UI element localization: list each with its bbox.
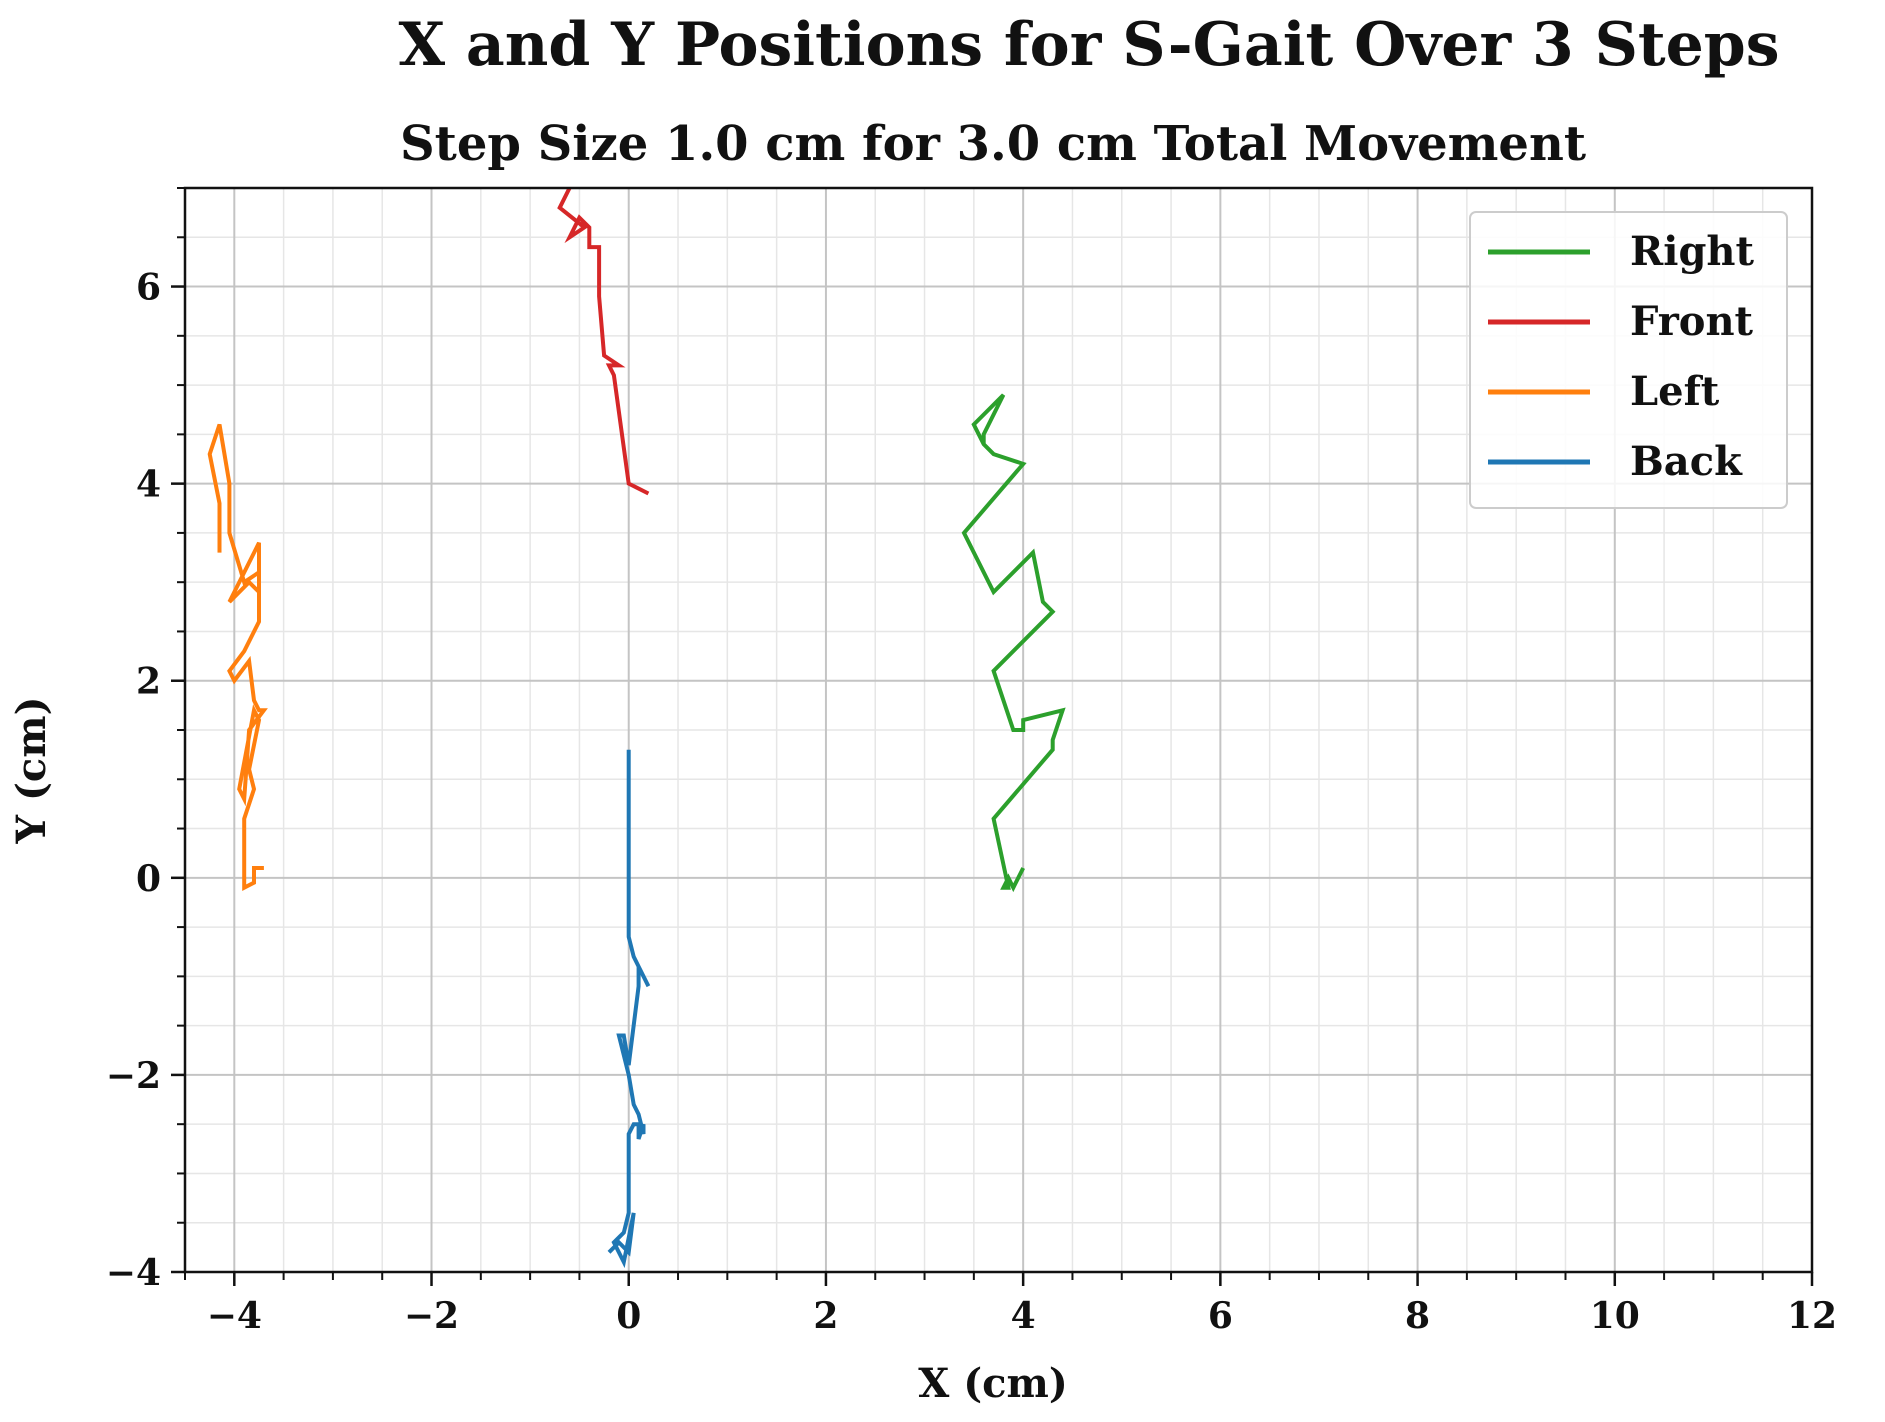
y-axis-label: Y (cm) <box>8 696 55 844</box>
plot-frame <box>183 186 1814 1274</box>
y-tick-label: 0 <box>136 858 161 900</box>
x-tick-label: 6 <box>1208 1295 1233 1337</box>
y-tick-label: −2 <box>106 1055 161 1097</box>
legend-label-front: Front <box>1630 298 1754 345</box>
x-tick-label: 4 <box>1011 1295 1036 1337</box>
x-tick-label: 8 <box>1405 1295 1430 1337</box>
legend-label-left: Left <box>1630 368 1720 415</box>
ticks-layer: −4 −2 0 2 4 6 8 10 12 −4 −2 0 2 4 6 <box>106 187 1837 1337</box>
x-tick-label: −4 <box>207 1295 262 1337</box>
series-line-back <box>607 749 651 1269</box>
x-tick-label: 0 <box>616 1295 641 1337</box>
chart-title: X and Y Positions for S-Gait Over 3 Step… <box>398 10 1779 80</box>
series-layer <box>207 188 1066 1269</box>
series-line-right <box>961 393 1066 893</box>
legend-label-back: Back <box>1630 438 1743 485</box>
series-line-left <box>207 423 268 891</box>
legend-box <box>1469 211 1788 509</box>
legend: Right Front Left Back <box>1469 211 1788 509</box>
legend-label-right: Right <box>1630 228 1754 275</box>
y-tick-label: −4 <box>106 1252 161 1294</box>
y-tick-label: 4 <box>136 464 161 506</box>
x-tick-label: −2 <box>404 1295 459 1337</box>
x-tick-label: 12 <box>1787 1295 1837 1337</box>
chart-subtitle: Step Size 1.0 cm for 3.0 cm Total Moveme… <box>400 116 1586 172</box>
x-tick-label: 2 <box>813 1295 838 1337</box>
x-tick-label: 10 <box>1590 1295 1640 1337</box>
series-line-front <box>557 188 650 496</box>
y-tick-label: 6 <box>136 267 161 309</box>
y-tick-label: 2 <box>136 661 161 703</box>
x-axis-label: X (cm) <box>918 1360 1068 1407</box>
